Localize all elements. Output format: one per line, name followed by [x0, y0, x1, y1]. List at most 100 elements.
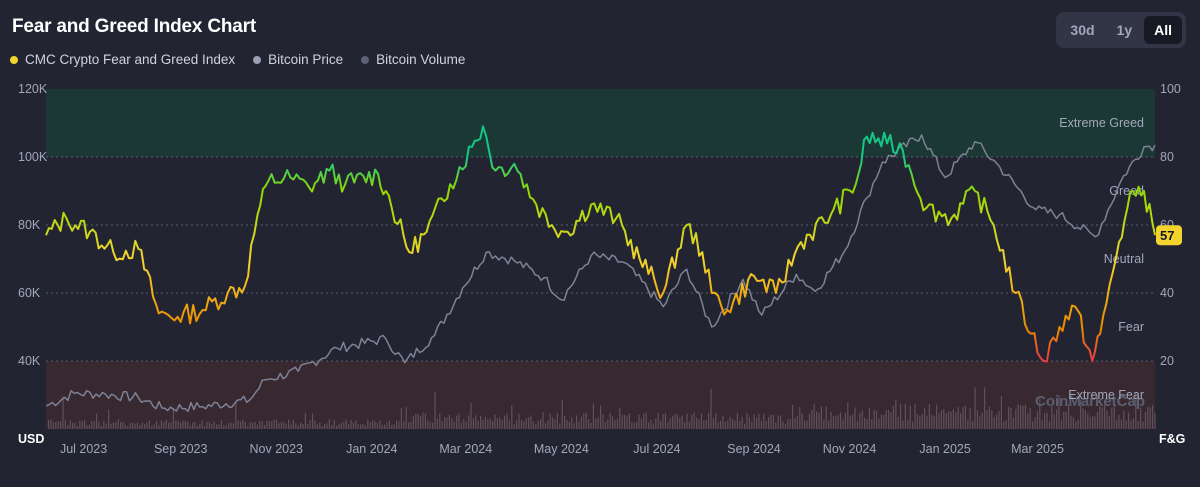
x-tick-label: May 2024: [534, 442, 589, 456]
volume-bar: [237, 420, 239, 429]
volume-bar: [648, 422, 650, 429]
volume-bar: [403, 421, 405, 429]
volume-bar: [180, 422, 182, 429]
volume-bar: [424, 413, 426, 429]
volume-bar: [981, 412, 983, 429]
volume-bar: [854, 407, 856, 429]
volume-bar: [518, 413, 520, 429]
legend-item-bitcoin-volume[interactable]: Bitcoin Volume: [361, 52, 465, 67]
volume-bar: [864, 417, 866, 429]
volume-bar: [319, 422, 321, 429]
volume-bar: [112, 422, 114, 429]
volume-bar: [789, 418, 791, 429]
volume-bar: [175, 420, 177, 429]
volume-bar: [1020, 405, 1022, 429]
left-tick-label: 100K: [18, 150, 48, 164]
volume-bar: [91, 420, 93, 429]
volume-bar: [806, 420, 808, 429]
volume-bar: [626, 415, 628, 429]
volume-bar: [957, 406, 959, 429]
volume-bar: [427, 420, 429, 429]
bitcoin-price-line: [45, 134, 1156, 413]
volume-bar: [228, 423, 230, 429]
volume-bar: [559, 423, 561, 429]
volume-bar: [398, 421, 400, 429]
volume-bar: [878, 418, 880, 429]
volume-bar: [744, 423, 746, 429]
volume-bar: [595, 418, 597, 429]
volume-bar: [1154, 412, 1156, 429]
volume-bar: [417, 413, 419, 429]
volume-bar: [1005, 419, 1007, 429]
volume-bar: [568, 422, 570, 429]
range-all-button[interactable]: All: [1144, 16, 1182, 44]
volume-bar: [513, 424, 515, 429]
volume-bar: [254, 422, 256, 429]
volume-bar: [458, 413, 460, 429]
x-tick-label: Jan 2025: [919, 442, 970, 456]
x-tick-label: Nov 2024: [823, 442, 877, 456]
range-30d-button[interactable]: 30d: [1070, 22, 1095, 38]
volume-bar: [314, 420, 316, 429]
volume-bar: [628, 413, 630, 429]
volume-bar: [1015, 409, 1017, 429]
legend-item-fear-greed[interactable]: CMC Crypto Fear and Greed Index: [10, 52, 235, 67]
volume-bar: [873, 409, 875, 429]
volume-bar: [146, 422, 148, 429]
left-tick-label: 120K: [18, 82, 48, 96]
volume-bar: [1003, 421, 1005, 429]
volume-bar: [770, 414, 772, 429]
volume-bar: [684, 422, 686, 429]
legend-label: CMC Crypto Fear and Greed Index: [25, 52, 236, 67]
volume-bar: [962, 407, 964, 429]
volume-bar: [499, 417, 501, 429]
volume-bar: [192, 422, 194, 429]
volume-bar: [484, 416, 486, 429]
volume-bar: [818, 413, 820, 429]
volume-bar: [453, 421, 455, 429]
volume-bar: [124, 424, 126, 429]
legend-item-bitcoin-price[interactable]: Bitcoin Price: [253, 52, 343, 67]
volume-bar: [199, 423, 201, 429]
volume-bar: [948, 411, 950, 429]
volume-bar: [900, 404, 902, 429]
volume-bar: [264, 425, 266, 429]
volume-bar: [792, 405, 794, 429]
range-1y-button[interactable]: 1y: [1116, 22, 1133, 38]
volume-bar: [1140, 407, 1142, 429]
volume-bar: [1048, 421, 1050, 429]
volume-bar: [823, 419, 825, 429]
right-tick-label: 100: [1160, 82, 1181, 96]
volume-bar: [96, 413, 98, 429]
volume-bar: [811, 409, 813, 429]
volume-bar: [84, 419, 86, 429]
volume-bar: [165, 419, 167, 429]
volume-bar: [528, 417, 530, 429]
volume-bar: [271, 420, 273, 429]
legend-dot: [253, 55, 262, 64]
volume-bar: [422, 412, 424, 429]
volume-bar: [825, 406, 827, 429]
volume-bar: [492, 420, 494, 429]
volume-bar: [405, 406, 407, 429]
volume-bar: [1065, 411, 1067, 429]
volume-bar: [153, 424, 155, 429]
volume-bar: [204, 426, 206, 429]
volume-bar: [669, 418, 671, 429]
volume-bar: [844, 412, 846, 429]
volume-bar: [463, 419, 465, 429]
volume-bar: [940, 410, 942, 429]
volume-bar: [772, 415, 774, 429]
volume-bar: [136, 422, 138, 429]
volume-bar: [703, 420, 705, 429]
volume-bar: [919, 415, 921, 429]
volume-bar: [187, 421, 189, 429]
volume-bar: [1132, 418, 1134, 429]
volume-bar: [633, 423, 635, 429]
chart-title: Fear and Greed Index Chart: [12, 16, 256, 37]
volume-bar: [696, 417, 698, 429]
volume-bar: [525, 418, 527, 429]
volume-bar: [355, 420, 357, 429]
volume-bar: [897, 416, 899, 429]
